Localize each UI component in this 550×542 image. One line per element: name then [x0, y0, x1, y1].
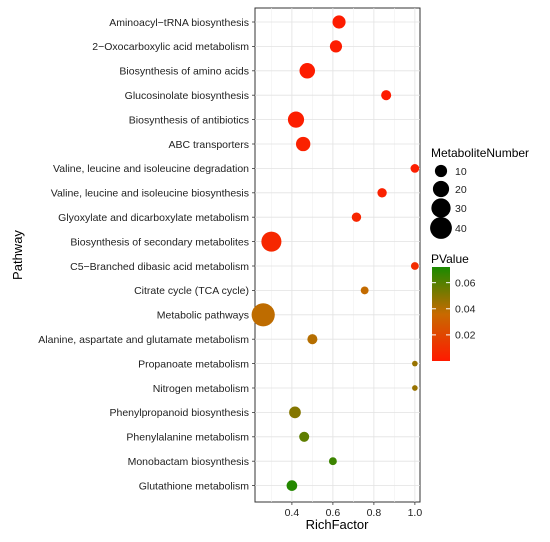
x-axis-title: RichFactor [306, 517, 370, 532]
x-tick-label: 0.6 [326, 507, 341, 519]
data-point [286, 480, 298, 491]
y-tick-label: Monobactam biosynthesis [128, 456, 249, 468]
color-legend-label: 0.06 [455, 277, 476, 289]
y-tick-label: Glutathione metabolism [139, 480, 250, 492]
color-legend-label: 0.02 [455, 330, 476, 342]
y-tick-label: Nitrogen metabolism [153, 383, 250, 395]
data-point [287, 111, 305, 128]
data-point [261, 231, 282, 252]
plot-panel [254, 7, 421, 503]
data-point [412, 385, 418, 391]
data-point [289, 406, 301, 419]
x-tick-label: 1.0 [408, 507, 423, 519]
y-tick-label: Alanine, aspartate and glutamate metabol… [38, 334, 249, 346]
data-point [307, 334, 318, 345]
size-legend-label: 40 [455, 223, 467, 235]
data-point [299, 63, 316, 79]
y-tick-labels: Aminoacyl−tRNA biosynthesis 2−Oxocarboxyl… [38, 17, 255, 492]
size-legend-dot [434, 164, 448, 178]
size-legend-dot [430, 217, 452, 239]
data-point [360, 286, 369, 295]
data-point [351, 212, 362, 222]
y-tick-label: Glyoxylate and dicarboxylate metabolism [58, 212, 249, 224]
y-tick-label: Biosynthesis of antibiotics [129, 114, 249, 126]
y-tick-label: Biosynthesis of secondary metabolites [70, 236, 249, 248]
data-point [410, 164, 420, 173]
y-tick-label: Phenylalanine metabolism [126, 432, 249, 444]
y-tick-label: Valine, leucine and isoleucine degradati… [53, 163, 249, 175]
grid-lines [255, 8, 420, 502]
y-tick-label: Metabolic pathways [157, 310, 249, 322]
y-tick-label: ABC transporters [168, 139, 249, 151]
y-tick-label: 2−Oxocarboxylic acid metabolism [92, 41, 249, 53]
y-tick-label: Propanoate metabolism [138, 358, 249, 370]
y-tick-label: Citrate cycle (TCA cycle) [134, 285, 249, 297]
y-tick-label: Phenylpropanoid biosynthesis [109, 407, 249, 419]
data-point [332, 15, 346, 29]
size-legend-label: 20 [455, 184, 467, 196]
y-tick-label: Biosynthesis of amino acids [119, 66, 249, 78]
data-points [251, 15, 420, 491]
y-axis-title: Pathway [10, 230, 25, 280]
y-tick-label: C5−Branched dibasic acid metabolism [70, 261, 249, 273]
data-point [299, 431, 310, 442]
size-legend-dot [431, 198, 451, 218]
color-legend: PValue 0.02 0.04 0.06 [431, 252, 476, 361]
y-tick-label: Aminoacyl−tRNA biosynthesis [109, 17, 249, 29]
data-point [328, 457, 337, 466]
color-legend-bar [432, 267, 450, 361]
data-point [377, 188, 387, 198]
size-legend-label: 30 [455, 203, 467, 215]
size-legend-title: MetaboliteNumber [431, 146, 529, 160]
x-tick-label: 0.4 [285, 507, 300, 519]
x-tick-labels: 0.4 0.6 0.8 1.0 [285, 502, 423, 519]
y-tick-label: Valine, leucine and isoleucine biosynthe… [51, 188, 249, 200]
size-legend-label: 10 [455, 166, 467, 178]
data-point [251, 303, 275, 327]
color-legend-title: PValue [431, 252, 469, 266]
data-point [295, 136, 311, 152]
y-tick-label: Glucosinolate biosynthesis [125, 90, 249, 102]
data-point [412, 360, 418, 367]
data-point [381, 90, 392, 101]
x-tick-label: 0.8 [367, 507, 382, 519]
data-point [329, 40, 343, 53]
size-legend-dot [432, 180, 450, 198]
data-point [410, 262, 419, 270]
size-legend: MetaboliteNumber 10 20 30 40 [430, 146, 529, 239]
color-legend-label: 0.04 [455, 304, 476, 316]
